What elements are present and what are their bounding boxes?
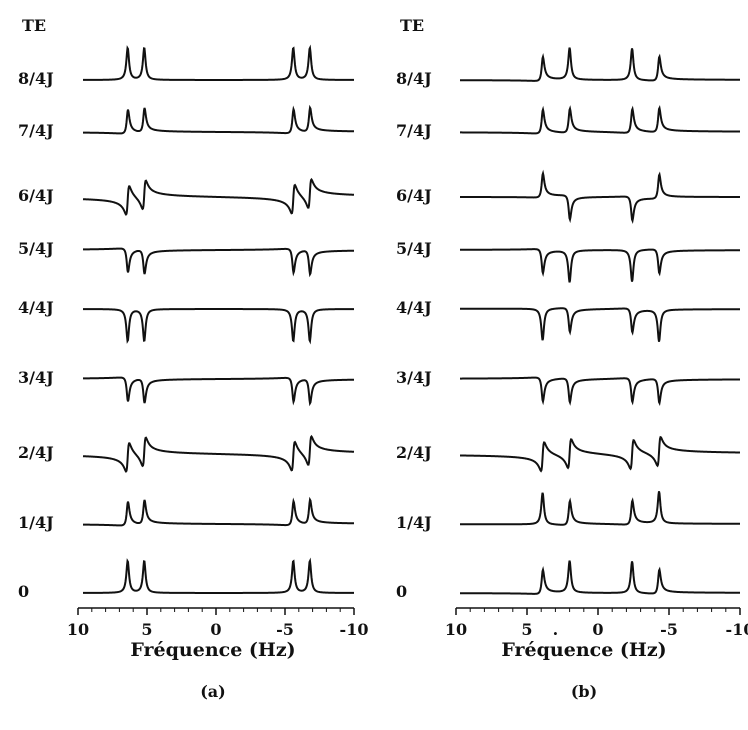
x-tick-label: 0	[210, 620, 221, 639]
x-tick-label: -10	[340, 620, 369, 639]
te-label: 8/4J	[396, 69, 432, 88]
spectrum-trace	[460, 169, 741, 224]
x-axis-label: Fréquence (Hz)	[501, 639, 666, 661]
spectrum-trace	[83, 308, 354, 345]
spectrum-trace	[460, 248, 740, 283]
te-label: 0	[18, 582, 29, 601]
te-label: 4/4J	[18, 298, 54, 317]
te-label: 1/4J	[396, 513, 432, 532]
te-label: 6/4J	[18, 186, 54, 205]
te-label: 4/4J	[396, 298, 432, 317]
te-label: 1/4J	[18, 513, 54, 532]
x-tick-label: 0	[592, 620, 603, 639]
spectrum-trace	[460, 491, 740, 526]
spectrum-trace	[460, 307, 740, 342]
te-header: TE	[22, 16, 46, 35]
te-label: 0	[396, 582, 407, 601]
spectrum-trace	[82, 496, 355, 527]
panel-label: (b)	[571, 682, 597, 701]
te-label: 2/4J	[396, 443, 432, 462]
te-label: 2/4J	[18, 443, 54, 462]
spectrum-trace	[460, 47, 740, 82]
x-tick-label: .	[553, 620, 559, 639]
te-label: 5/4J	[396, 239, 432, 258]
te-header: TE	[400, 16, 424, 35]
spectrum-trace	[82, 177, 355, 217]
spectrum-trace	[82, 376, 355, 407]
x-tick-label: 5	[521, 620, 532, 639]
x-tick-label: 10	[445, 620, 467, 639]
te-label: 8/4J	[18, 69, 54, 88]
spectrum-trace	[460, 105, 740, 135]
te-label: 6/4J	[396, 186, 432, 205]
spectrum-trace	[460, 376, 740, 406]
panel-label: (a)	[200, 682, 226, 701]
x-tick-label: -5	[276, 620, 294, 639]
spectrum-trace	[460, 435, 741, 473]
spectrum-trace	[83, 44, 354, 81]
te-label: 3/4J	[396, 368, 432, 387]
x-tick-label: -5	[660, 620, 678, 639]
x-axis-label: Fréquence (Hz)	[130, 639, 295, 661]
x-tick-label: 5	[141, 620, 152, 639]
te-label: 7/4J	[18, 121, 54, 140]
spectrum-trace	[82, 104, 355, 135]
x-tick-label: -10	[726, 620, 748, 639]
te-label: 3/4J	[18, 368, 54, 387]
spectrum-trace	[82, 247, 355, 278]
x-tick-label: 10	[67, 620, 89, 639]
spectrum-trace	[460, 560, 740, 595]
spectrum-trace	[83, 557, 354, 594]
te-label: 5/4J	[18, 239, 54, 258]
te-label: 7/4J	[396, 121, 432, 140]
spectrum-trace	[82, 434, 355, 474]
